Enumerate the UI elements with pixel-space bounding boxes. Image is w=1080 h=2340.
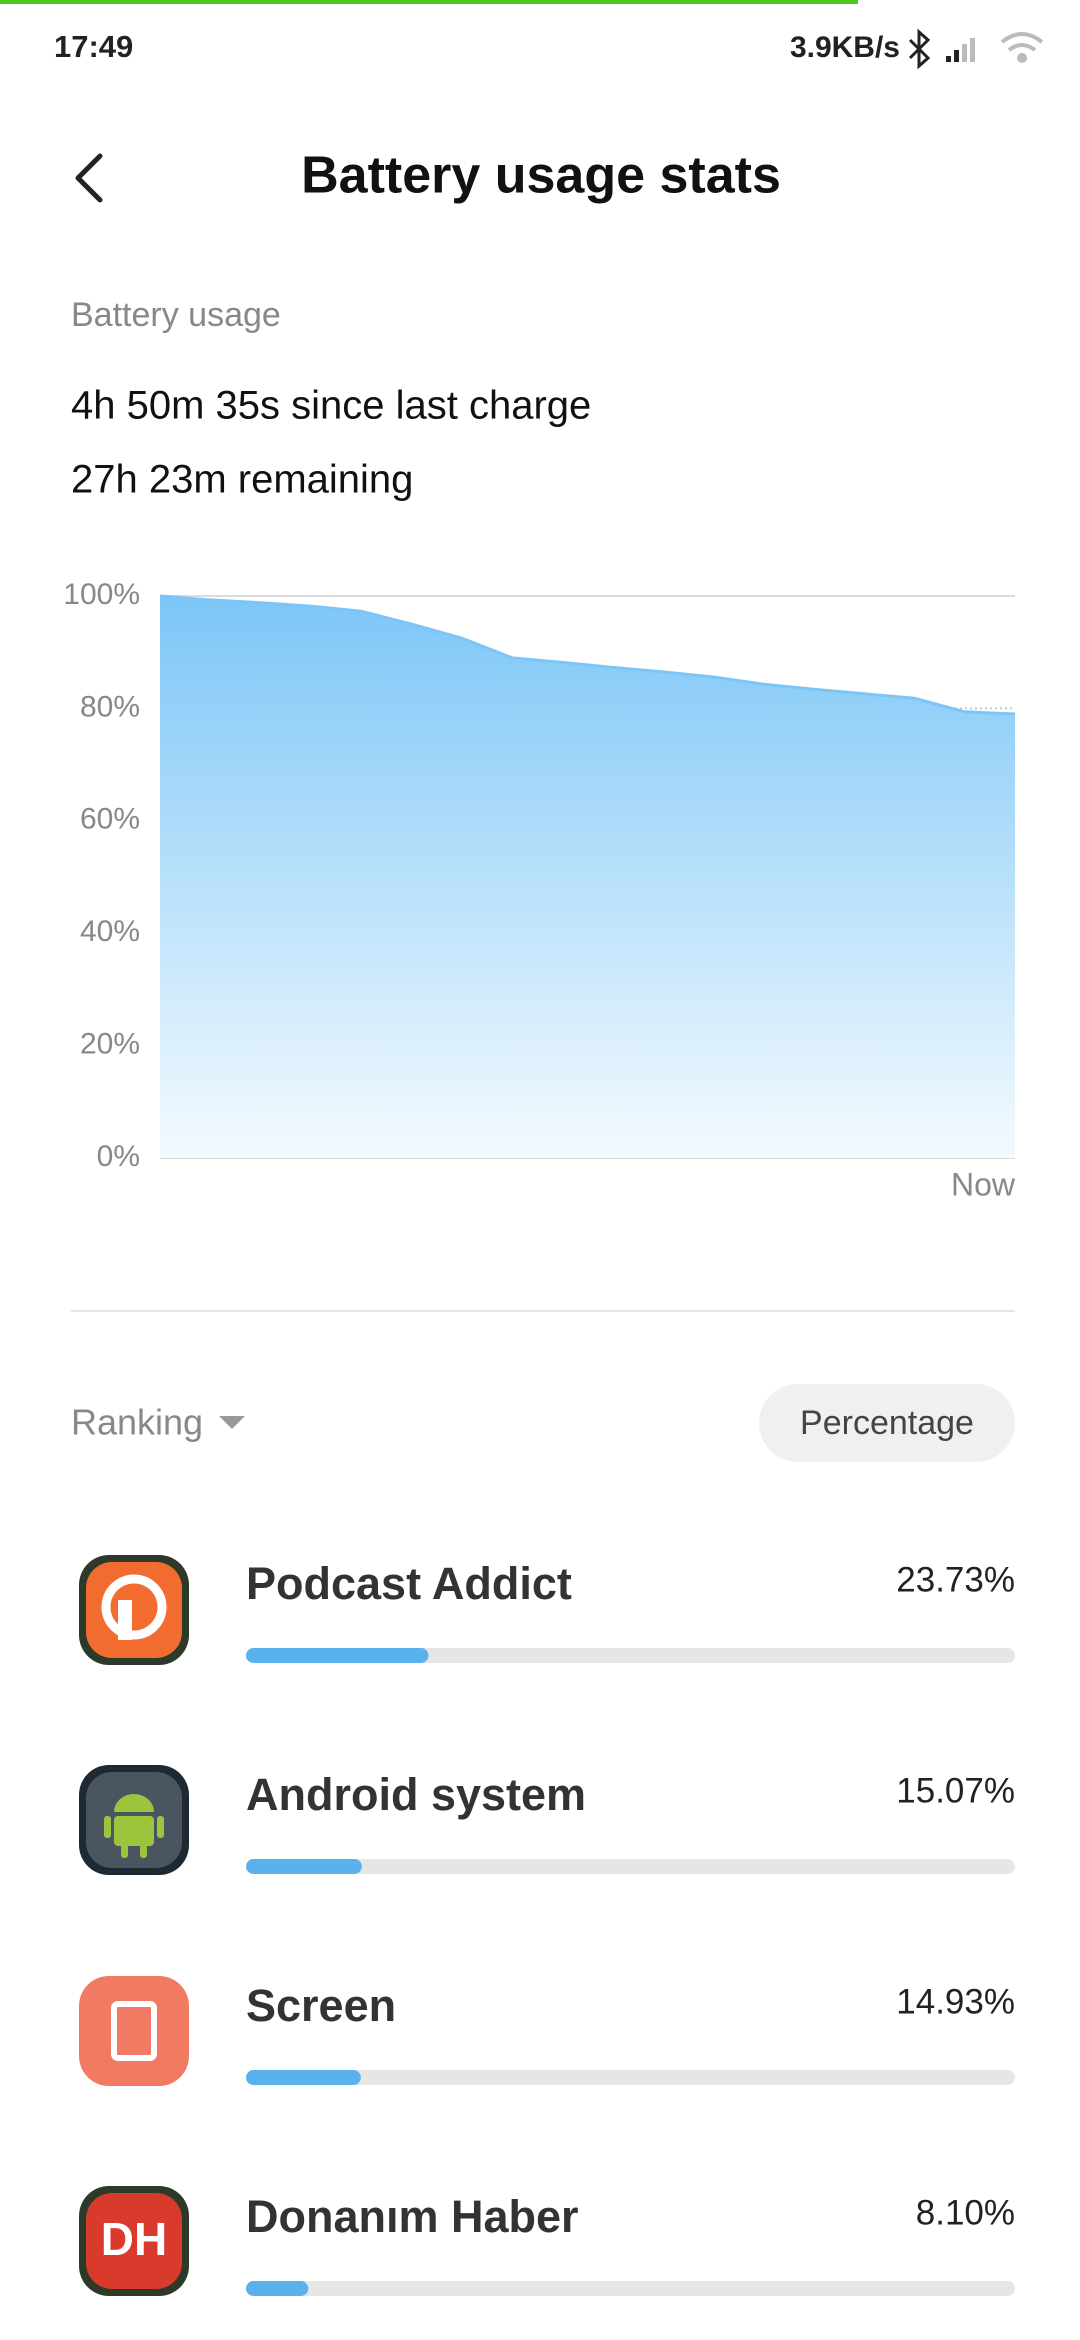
sort-label[interactable]: Ranking [71,1402,203,1443]
since-charge: 4h 50m 35s since last charge [71,384,591,428]
app-percentage: 23.73% [896,1560,1015,1599]
icon-screen [79,1976,189,2086]
app-list: Podcast Addict 23.73% Android system 15.07%… [246,1558,1015,2296]
usage-track [246,1859,1015,1874]
x-tick-label: Now [951,1166,1016,1202]
usage-bar [246,2281,309,2296]
section-label: Battery usage [71,296,281,334]
y-tick-label: 100% [63,578,140,611]
y-tick-label: 80% [80,690,140,723]
icon-donanim-haber: DH [79,2186,189,2296]
battery-chart: 0% 20% 40% 60% 80% 100% Now [63,578,1016,1203]
area-line [159,594,1016,716]
usage-track [246,2070,1015,2085]
app-percentage: 15.07% [896,1771,1015,1810]
status-time: 17:49 [54,29,133,64]
icon-text: DH [101,2213,167,2265]
app-name[interactable]: Podcast Addict [246,1558,572,1609]
y-tick-label: 0% [97,1140,140,1173]
usage-track [246,2281,1015,2296]
mode-button-label[interactable]: Percentage [800,1404,974,1442]
app-name[interactable]: Donanım Haber [246,2191,579,2242]
network-speed: 3.9KB/s [790,31,900,64]
usage-bar [246,2070,361,2085]
app-percentage: 8.10% [916,2193,1015,2232]
area-fill [160,596,1015,1158]
y-tick-label: 20% [80,1028,140,1061]
icon-android-system [79,1765,189,1875]
sort-dropdown-arrow[interactable] [219,1416,245,1429]
loading-bar [0,0,858,4]
wifi-icon [1000,32,1044,63]
usage-bar [246,1859,362,1874]
page-title: Battery usage stats [301,147,781,205]
back-button[interactable] [75,153,103,203]
usage-track [246,1648,1015,1663]
signal-icon [946,38,975,62]
usage-bar [246,1648,429,1663]
app-percentage: 14.93% [896,1982,1015,2021]
icon-podcast-addict [79,1555,189,1665]
mode-button[interactable] [759,1384,1015,1462]
remaining: 27h 23m remaining [71,458,413,502]
y-tick-label: 60% [80,803,140,836]
bluetooth-icon [908,28,931,70]
app-name[interactable]: Android system [246,1769,586,1820]
app-name[interactable]: Screen [246,1980,396,2031]
y-tick-label: 40% [80,915,140,948]
